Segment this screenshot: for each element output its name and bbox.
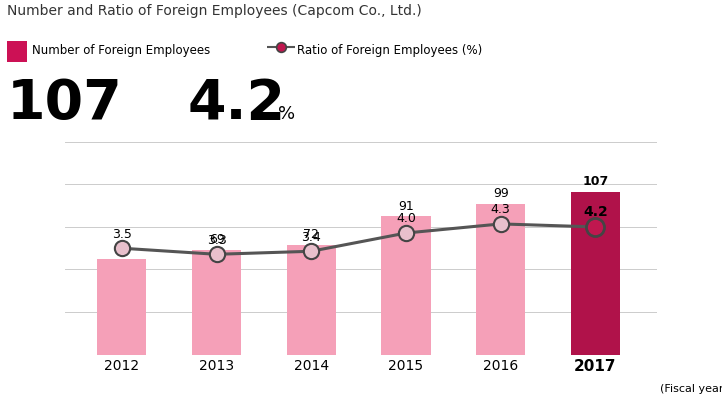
Text: 4.2: 4.2 (583, 205, 608, 219)
Text: Number and Ratio of Foreign Employees (Capcom Co., Ltd.): Number and Ratio of Foreign Employees (C… (7, 4, 422, 18)
Text: Number of Foreign Employees: Number of Foreign Employees (32, 44, 211, 57)
Text: 4.2: 4.2 (188, 77, 286, 132)
Text: 3.4: 3.4 (301, 230, 321, 243)
Text: %: % (278, 105, 295, 123)
Bar (97, 259, 147, 355)
Bar (381, 216, 430, 355)
Text: 107: 107 (7, 77, 123, 132)
Bar (287, 245, 336, 355)
Text: (Fiscal year): (Fiscal year) (660, 385, 722, 394)
Text: 4.3: 4.3 (491, 203, 510, 216)
Text: Ratio of Foreign Employees (%): Ratio of Foreign Employees (%) (297, 44, 483, 57)
Bar (192, 250, 241, 355)
Text: 3.3: 3.3 (206, 234, 227, 247)
Bar (476, 204, 526, 355)
Text: 4.0: 4.0 (396, 212, 416, 225)
Bar (571, 192, 620, 355)
Text: 107: 107 (583, 175, 609, 188)
Text: 3.5: 3.5 (112, 228, 131, 241)
Text: 69: 69 (209, 233, 225, 246)
Text: 72: 72 (303, 229, 319, 242)
Text: 99: 99 (493, 188, 508, 201)
Text: 63: 63 (114, 242, 130, 255)
Text: 91: 91 (398, 199, 414, 212)
